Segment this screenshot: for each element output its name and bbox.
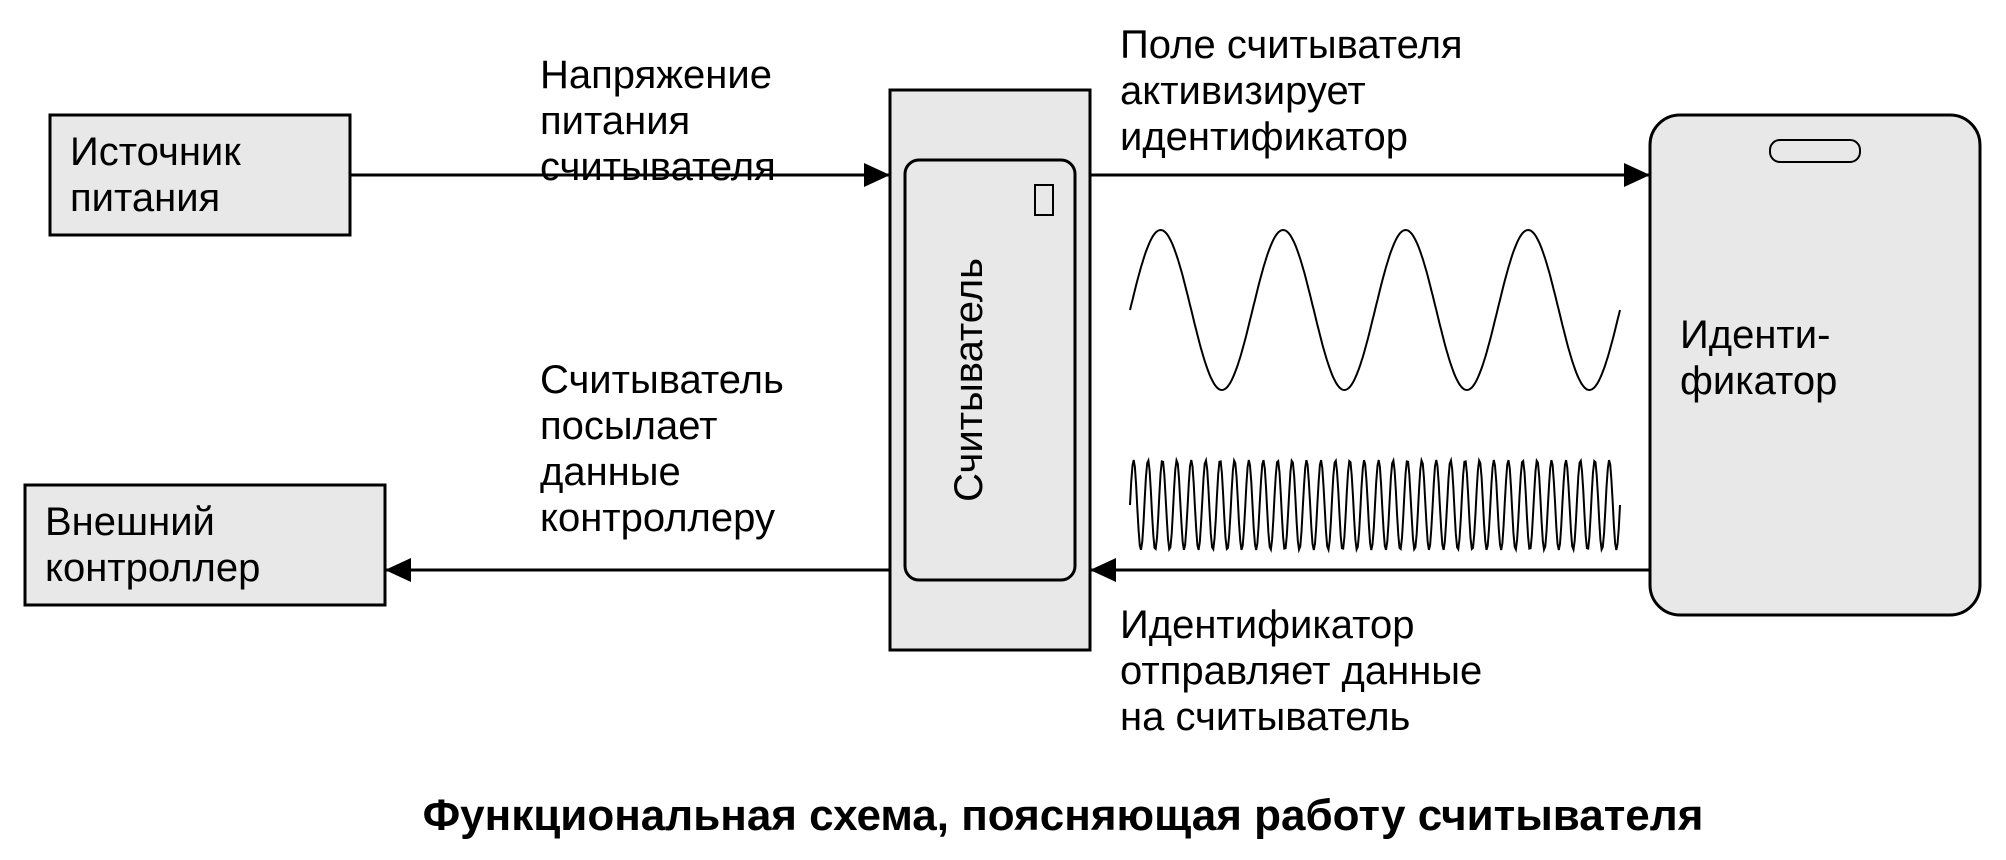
annotation-field-activates-line: Поле считывателя [1120, 23, 1463, 67]
annotation-id-sends-line: Идентификатор [1120, 603, 1414, 647]
annotation-field-activates-line: активизирует [1120, 69, 1366, 113]
identifier-label-line: фикатор [1680, 359, 1837, 403]
annotation-voltage-line: питания [540, 99, 690, 143]
annotation-voltage-line: считывателя [540, 145, 776, 189]
arrow-3 [1090, 558, 1650, 582]
annotation-reader-sends-line: контроллеру [540, 496, 775, 540]
annotation-reader-sends-line: посылает [540, 404, 717, 448]
reader-label: Считыватель [947, 258, 991, 502]
annotation-field-activates: Поле считывателяактивизируетидентификато… [1120, 23, 1463, 159]
annotation-reader-sends: Считывательпосылаетданныеконтроллеру [540, 358, 784, 540]
arrow-2 [1090, 163, 1650, 187]
power-source-label-line: питания [70, 176, 220, 220]
annotation-field-activates-line: идентификатор [1120, 115, 1408, 159]
annotation-id-sends-line: на считыватель [1120, 695, 1410, 739]
dense-wave-icon [1130, 460, 1620, 550]
controller-label-line: контроллер [45, 546, 260, 590]
annotation-reader-sends-line: Считыватель [540, 358, 784, 402]
annotation-voltage: Напряжениепитаниясчитывателя [540, 53, 776, 189]
controller-label-line: Внешний [45, 500, 215, 544]
annotation-voltage-line: Напряжение [540, 53, 772, 97]
power-source-label-line: Источник [70, 130, 241, 174]
annotation-id-sends-line: отправляет данные [1120, 649, 1482, 693]
annotation-reader-sends-line: данные [540, 450, 681, 494]
diagram-title: Функциональная схема, поясняющая работу … [423, 791, 1704, 840]
sine-wave-icon [1130, 230, 1620, 390]
annotation-id-sends: Идентификаторотправляет данныена считыва… [1120, 603, 1482, 739]
arrow-1 [385, 558, 890, 582]
identifier-label-line: Иденти- [1680, 313, 1830, 357]
